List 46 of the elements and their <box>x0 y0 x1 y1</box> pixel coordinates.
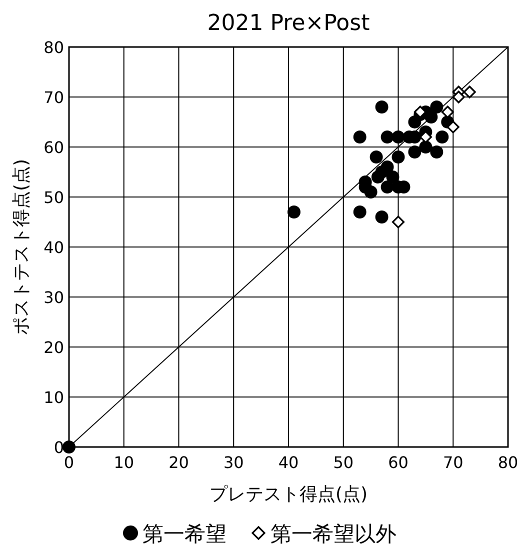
point <box>392 216 405 228</box>
y-tick-label: 80 <box>44 38 64 57</box>
y-axis-title: ポストテスト得点(点) <box>11 158 32 336</box>
y-tick-label: 40 <box>44 238 64 257</box>
x-tick-label: 80 <box>498 453 517 472</box>
x-axis-title: プレテスト得点(点) <box>209 484 368 505</box>
point <box>463 86 476 98</box>
point <box>370 150 383 164</box>
point <box>408 146 422 158</box>
x-tick-label: 40 <box>278 453 299 472</box>
point <box>380 180 394 194</box>
point <box>419 140 432 154</box>
point <box>392 130 405 144</box>
y-tick-label: 60 <box>44 138 64 157</box>
point <box>430 100 444 114</box>
point <box>353 130 366 144</box>
point <box>380 130 394 144</box>
point <box>371 170 384 184</box>
point <box>353 206 366 218</box>
point <box>364 186 378 198</box>
legend-label: 第一希望以外 <box>270 522 396 546</box>
y-tick-label: 30 <box>44 288 64 307</box>
y-tick-label: 20 <box>44 338 64 357</box>
point <box>436 130 449 144</box>
point <box>287 206 300 218</box>
point <box>446 120 460 134</box>
point <box>430 146 444 158</box>
x-tick-label: 20 <box>168 453 189 472</box>
y-tick-label: 50 <box>44 188 64 207</box>
x-tick-label: 10 <box>114 453 134 472</box>
point <box>452 90 465 104</box>
point <box>392 150 405 164</box>
point <box>375 210 388 224</box>
point <box>375 100 388 114</box>
x-tick-label: 60 <box>388 453 408 472</box>
x-tick-label: 70 <box>442 453 464 472</box>
x-tick-label: 30 <box>223 453 244 472</box>
y-tick-label: 0 <box>54 438 64 457</box>
legend-label: 第一希望 <box>142 522 226 546</box>
chart-title: 2021 Pre×Post <box>207 11 370 36</box>
x-tick-label: 50 <box>333 453 354 472</box>
point <box>62 440 76 454</box>
y-tick-label: 70 <box>44 88 64 107</box>
point <box>408 116 422 128</box>
y-tick-label: 10 <box>44 388 64 407</box>
point <box>424 110 438 124</box>
